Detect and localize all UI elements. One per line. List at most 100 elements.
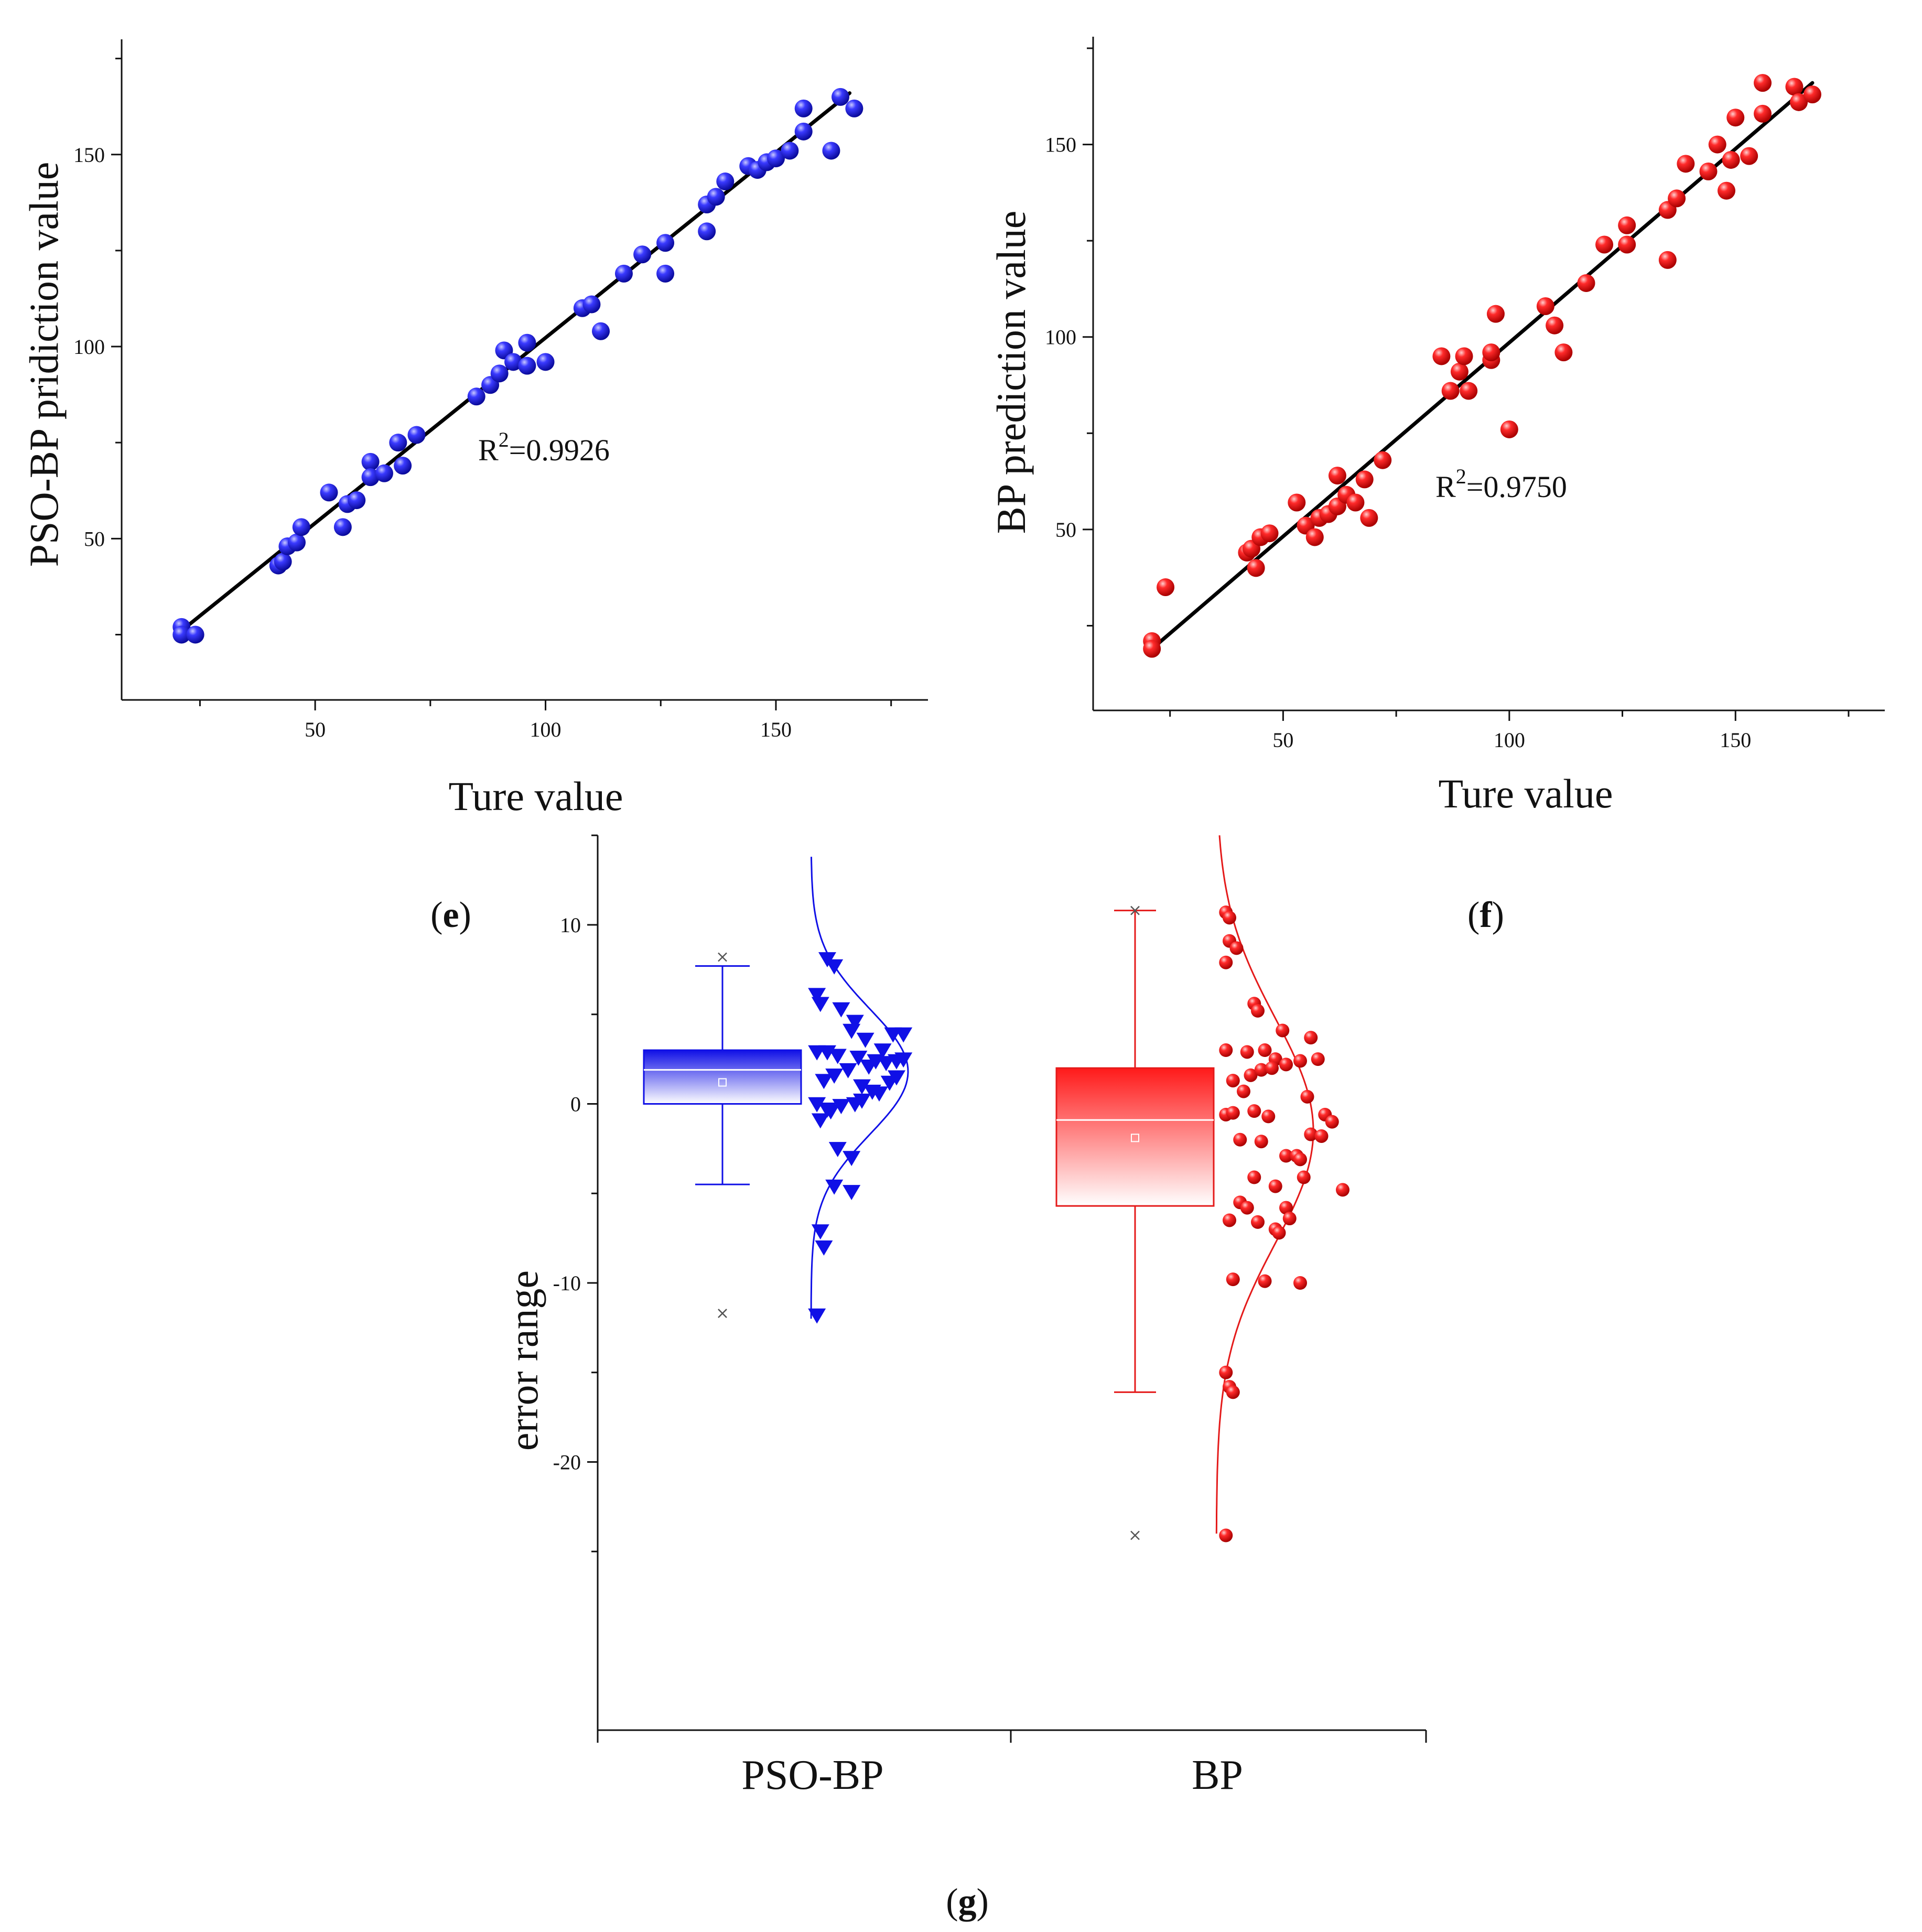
g-category-label-pso-bp: PSO-BP: [741, 1752, 883, 1798]
e-data-point: [292, 518, 310, 536]
e-data-point: [274, 553, 292, 571]
e-axes: [111, 39, 928, 710]
g-data-point-triangle: [843, 1023, 861, 1039]
e-x-tick-label: 50: [305, 718, 326, 741]
f-data-point: [1374, 451, 1392, 469]
f-data-point: [1157, 578, 1175, 597]
f-data-point: [1618, 235, 1636, 254]
g-y-axis-label: error range: [501, 1270, 546, 1451]
e-data-point: [320, 483, 338, 502]
g-data-point-sphere: [1268, 1179, 1282, 1193]
g-distribution-curve: [1215, 835, 1314, 1534]
g-data-point-sphere: [1279, 1057, 1293, 1072]
f-data-point: [1595, 235, 1614, 254]
g-data-point-sphere: [1276, 1023, 1290, 1038]
g-mean-marker: [1131, 1134, 1139, 1142]
g-y-tick-label: -10: [553, 1271, 581, 1295]
g-data-point-triangle: [849, 1050, 868, 1066]
g-data-point-sphere: [1237, 1084, 1250, 1098]
f-r2-value: =0.9750: [1466, 470, 1567, 504]
e-data-point: [375, 464, 393, 482]
g-data-point-sphere: [1258, 1274, 1272, 1288]
f-data-point: [1360, 509, 1378, 527]
e-y-axis-label: PSO-BP pridiction value: [21, 162, 67, 567]
e-data-point: [389, 434, 407, 452]
e-data-point: [361, 468, 380, 487]
e-data-point: [832, 88, 850, 106]
box-panel-g: -20 -10 0 10 error range PSO-BP BP (g): [501, 834, 1427, 1922]
g-mean-marker: [718, 1078, 727, 1087]
e-r2-superscript: 2: [499, 428, 509, 451]
f-data-point: [1432, 347, 1451, 365]
g-data-point-sphere: [1244, 1068, 1258, 1082]
f-data-point: [1546, 316, 1564, 334]
f-data-point: [1460, 382, 1478, 400]
g-data-point-sphere: [1251, 1003, 1265, 1018]
e-r2-symbol: R: [478, 433, 499, 467]
f-data-point: [1718, 181, 1735, 200]
g-data-point-triangle: [894, 1052, 913, 1068]
f-data-point: [1486, 305, 1505, 323]
e-data-point: [592, 322, 610, 340]
g-data-point-sphere: [1240, 1201, 1254, 1215]
e-tick-labels: 50 100 150 50 100 150: [73, 143, 792, 741]
f-data-point: [1699, 163, 1718, 180]
e-r2-annotation: R2=0.9926: [478, 428, 610, 467]
e-data-point: [614, 264, 633, 283]
g-box: [643, 1049, 802, 1105]
g-data-point-sphere: [1258, 1043, 1272, 1057]
f-data-point: [1328, 467, 1346, 485]
g-data-point-triangle: [846, 1014, 864, 1030]
f-data-point: [1618, 216, 1636, 234]
g-data-point-sphere: [1254, 1063, 1268, 1077]
e-data-point: [845, 99, 863, 117]
g-data-point-sphere: [1240, 1045, 1254, 1059]
g-data-point-sphere: [1311, 1052, 1325, 1066]
g-data-point-triangle: [832, 1002, 850, 1018]
g-y-tick-label: 10: [560, 913, 581, 937]
g-data-point-sphere: [1300, 1089, 1314, 1104]
e-data-point: [766, 149, 785, 168]
g-points: [808, 952, 913, 1324]
g-data-point-triangle: [825, 1179, 844, 1195]
e-x-tick-label: 150: [760, 718, 792, 741]
g-data-point-sphere: [1254, 1135, 1268, 1149]
g-data-point-triangle: [856, 1032, 874, 1048]
e-data-point: [656, 264, 675, 283]
g-data-point-triangle: [811, 1113, 829, 1129]
g-data-point-sphere: [1219, 955, 1233, 969]
g-data-point-triangle: [825, 959, 844, 975]
g-data-point-sphere: [1272, 1226, 1286, 1240]
f-panel-letter: f: [1480, 895, 1492, 935]
e-data-point: [467, 387, 485, 406]
g-category-label-bp: BP: [1192, 1752, 1243, 1798]
f-data-point: [1668, 189, 1686, 208]
g-data-point-triangle: [808, 1308, 826, 1324]
f-y-tick-label: 150: [1045, 133, 1076, 157]
g-data-point-sphere: [1226, 1074, 1240, 1088]
e-x-tick-label: 100: [530, 718, 562, 741]
e-data-point: [186, 625, 204, 644]
f-y-tick-label: 50: [1055, 518, 1076, 542]
g-data-point-sphere: [1251, 1215, 1265, 1229]
scatter-panel-f: 50 100 150 50 100 150 Ture value BP predictio…: [988, 37, 1885, 935]
e-data-point: [287, 533, 306, 552]
g-data-point-sphere: [1293, 1054, 1307, 1068]
g-data-point-triangle: [811, 997, 829, 1012]
e-data-point: [504, 353, 523, 371]
g-data-point-sphere: [1293, 1152, 1307, 1167]
f-data-point: [1708, 135, 1726, 154]
g-data-point-sphere: [1297, 1170, 1311, 1184]
g-data-point-sphere: [1223, 1213, 1236, 1227]
f-y-axis-label: BP prediction value: [988, 211, 1034, 534]
scatter-panel-e: 50 100 150 50 100 150 Ture value PSO-BP pridi…: [21, 39, 928, 935]
g-outlier-marker: [718, 1309, 727, 1318]
f-data-point: [1450, 362, 1469, 381]
f-r2-superscript: 2: [1456, 465, 1466, 488]
e-data-point: [490, 364, 509, 383]
f-data-point: [1790, 93, 1808, 111]
g-data-point-sphere: [1261, 1109, 1276, 1124]
g-data-point-triangle: [815, 1240, 833, 1256]
g-data-point-triangle: [843, 1151, 861, 1167]
g-outlier-marker: [718, 952, 727, 962]
